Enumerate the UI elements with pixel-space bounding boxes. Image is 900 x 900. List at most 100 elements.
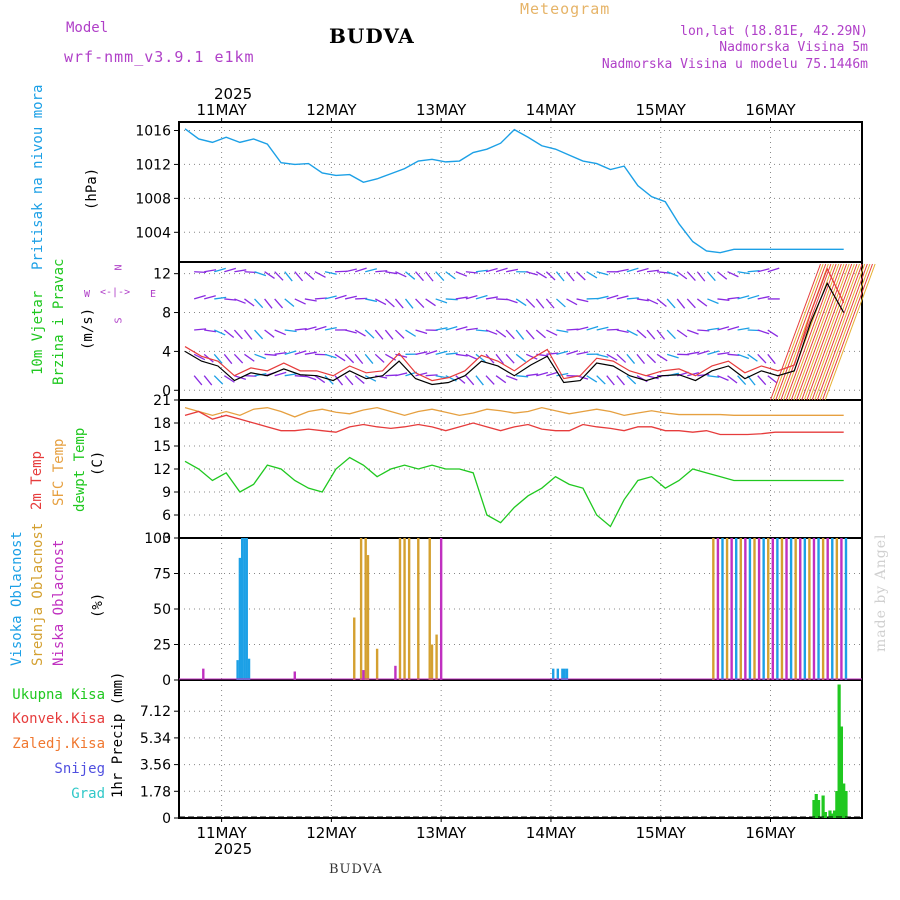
cloud-bar (394, 665, 397, 680)
wind-barb (626, 297, 639, 300)
precip-bar (816, 800, 821, 818)
cloud-bar (803, 538, 807, 680)
cloud-bar (721, 538, 724, 680)
wind-barb (606, 328, 619, 331)
wind-barb (565, 271, 575, 282)
wind-barb (545, 271, 556, 281)
wind-barb (374, 329, 384, 340)
wind-barb (536, 371, 549, 377)
x-bottom-day-label: 14MAY (526, 824, 577, 842)
wind-barb (707, 327, 720, 331)
wind-barb (435, 350, 448, 355)
wind-barb (656, 298, 667, 307)
cloud-bar (844, 538, 848, 680)
wind-barb (304, 375, 317, 381)
legend-convective-rain: Konvek.Kisa (12, 711, 105, 727)
wind-barb (505, 375, 518, 381)
wind-barb (737, 353, 750, 360)
wind-barb (364, 353, 374, 364)
wind-barb (435, 375, 448, 379)
wind-barb (767, 353, 776, 365)
cloud-bar (739, 538, 742, 680)
wind-barb (556, 350, 569, 355)
cloud-bar (561, 668, 564, 680)
wind-barb (214, 296, 227, 300)
x-top-day-label: 14MAY (526, 101, 577, 119)
wind-barb (727, 375, 738, 384)
wind-barb (374, 353, 385, 363)
wind-storm-barb (775, 263, 827, 401)
cloud-bar (712, 538, 715, 680)
wind-barb (586, 325, 599, 331)
cloud-bar (435, 634, 438, 680)
wind-barb (717, 298, 730, 301)
cloud-bar (359, 538, 363, 680)
wind-barb (696, 271, 706, 282)
wind-barb (555, 271, 565, 282)
wind-barb (626, 353, 636, 364)
wind-barb (767, 329, 779, 338)
cloud-bar (776, 538, 779, 680)
wind-barb (465, 327, 478, 331)
wind-storm-barb (798, 263, 850, 401)
wind-barb (244, 298, 255, 307)
wind-barb (415, 298, 425, 308)
wind-barb (515, 298, 527, 307)
cloud-bar (840, 538, 843, 680)
wind-barb (284, 373, 297, 377)
wind-barb (727, 296, 740, 300)
cloud-bar (353, 617, 356, 680)
wind-barb (747, 294, 760, 300)
precip-bar (830, 813, 834, 818)
y-tick-label: 12 (153, 267, 171, 283)
wind-barb (284, 271, 293, 282)
wind-storm-barb (816, 263, 868, 401)
wind-barb (485, 375, 495, 385)
cloud-bar (565, 668, 569, 680)
legend-hail: Grad (71, 786, 105, 802)
wind-barb (364, 329, 375, 339)
wind-barb (274, 329, 286, 336)
wind-barb (404, 298, 414, 309)
wind-barb (304, 326, 317, 331)
y-tick-label: 0 (162, 383, 171, 399)
sfc-temp-line (184, 406, 844, 418)
cloud-bar (398, 538, 402, 680)
cloud-bar (730, 538, 733, 680)
wind-barb (495, 329, 507, 338)
cloud-bar (430, 644, 434, 680)
wind-barb (546, 371, 559, 377)
y-tick-label: 4 (162, 344, 171, 360)
cloud-bar (757, 538, 761, 680)
y-tick-label: 3.56 (140, 758, 171, 774)
wind-barb (697, 350, 710, 355)
wind-barb (274, 298, 284, 309)
wind-barb (696, 298, 708, 307)
wind-barb (355, 297, 368, 300)
wind-barb (525, 353, 538, 360)
wind-barb (193, 294, 206, 300)
wind-barb (757, 375, 767, 386)
wind-barb (707, 350, 720, 355)
wind-barb (223, 353, 233, 365)
wind-barb (344, 268, 357, 273)
x-top-day-label: 12MAY (306, 101, 357, 119)
cloud-bar (808, 538, 811, 680)
temp2m-line (184, 410, 844, 436)
y-tick-label: 5.34 (140, 731, 171, 747)
legend-total-rain: Ukupna Kisa (12, 687, 105, 703)
panel-frame (178, 121, 863, 263)
wind-storm-barb (780, 263, 832, 401)
y-tick-label: 75 (153, 567, 171, 583)
precip-bar (835, 791, 839, 818)
precip-bar (839, 726, 844, 818)
wind-barb (223, 329, 235, 338)
altitude-label: Nadmorska Visina 5m (719, 40, 868, 55)
wind-barb (425, 374, 438, 377)
wind-barb (666, 329, 676, 340)
wind-barb (405, 271, 416, 280)
x-top-day-label: 16MAY (745, 101, 796, 119)
lonlat-label: lon,lat (18.81E, 42.29N) (680, 24, 868, 39)
wind-barb (465, 375, 475, 386)
